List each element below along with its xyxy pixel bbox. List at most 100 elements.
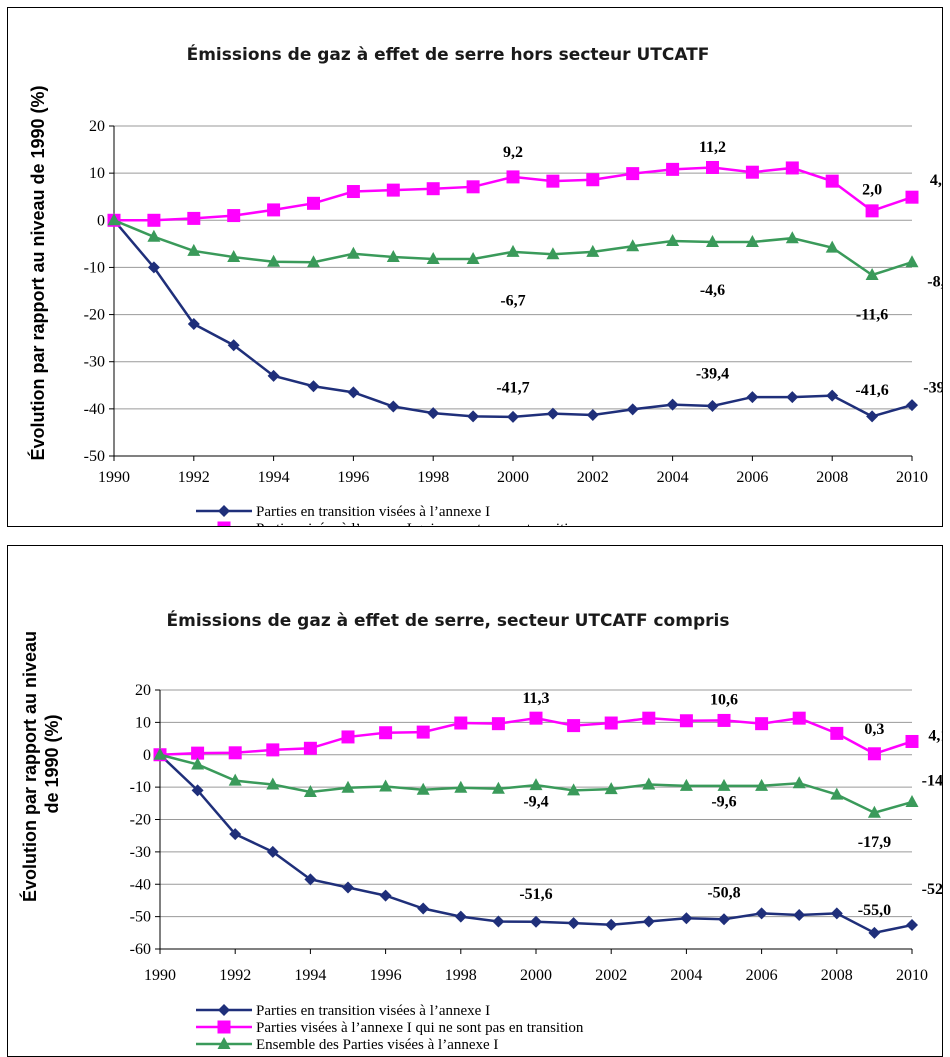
data-point (529, 711, 543, 725)
data-point (507, 410, 519, 423)
data-point (491, 717, 505, 731)
data-point (304, 873, 317, 886)
x-tick-label: 2000 (520, 967, 552, 984)
x-tick-label: 2004 (657, 469, 689, 486)
data-point (227, 339, 240, 352)
data-point (745, 165, 759, 179)
data-point (785, 231, 799, 244)
data-point (466, 180, 480, 194)
data-point (153, 747, 167, 760)
x-tick-label: 2004 (670, 967, 702, 984)
y-tick-label: -30 (84, 354, 105, 371)
data-point (506, 170, 520, 184)
data-point (755, 907, 768, 920)
y-tick-label: 20 (89, 118, 105, 135)
data-label: 9,2 (503, 144, 523, 161)
data-point (679, 714, 693, 728)
data-point (266, 845, 279, 858)
data-label: -41,7 (496, 380, 529, 397)
data-point (793, 909, 806, 922)
data-point (347, 386, 360, 399)
data-point (191, 757, 205, 770)
data-point (466, 251, 480, 264)
data-point (491, 781, 505, 794)
data-point (427, 407, 440, 420)
data-point (416, 782, 430, 795)
data-point (830, 907, 843, 920)
data-point (830, 726, 844, 740)
data-point (267, 254, 281, 267)
data-point (147, 213, 161, 227)
data-point (604, 716, 618, 730)
data-point (746, 391, 759, 404)
data-label: -55,0 (858, 902, 891, 919)
data-point (266, 743, 280, 757)
legend-entry: Parties visées à l’annexe I qui ne sont … (196, 1020, 584, 1036)
data-point (346, 246, 360, 259)
x-tick-label: 1998 (417, 469, 449, 486)
x-tick-label: 1990 (144, 967, 176, 984)
data-point (147, 261, 160, 274)
x-tick-label: 2000 (497, 469, 529, 486)
data-point (905, 734, 919, 748)
data-point (642, 777, 656, 790)
data-point (706, 160, 719, 174)
y-tick-label: -40 (130, 876, 151, 893)
data-point (825, 174, 839, 188)
data-point (586, 408, 599, 421)
data-label: -4,6 (700, 282, 725, 299)
data-point (586, 244, 600, 257)
data-point (706, 400, 719, 413)
y-tick-label: 10 (89, 165, 105, 182)
data-point (786, 391, 799, 404)
y-tick-label: -50 (84, 448, 105, 465)
x-tick-label: 1996 (337, 469, 369, 486)
data-point (379, 889, 392, 902)
legend-marker (217, 1020, 231, 1034)
data-label: -9,4 (523, 794, 548, 811)
data-point (604, 782, 618, 795)
legend-marker (218, 1004, 230, 1016)
y-tick-label: -20 (84, 307, 105, 324)
y-axis-label: Évolution par rapport au niveau de 1990 … (27, 85, 48, 460)
x-tick-label: 1992 (219, 967, 251, 984)
data-label: -51,6 (519, 886, 552, 903)
data-point (626, 239, 640, 252)
data-point (454, 716, 468, 730)
x-tick-label: 2010 (896, 967, 928, 984)
legend-label: Parties visées à l’annexe I qui ne sont … (256, 1020, 584, 1036)
data-point (666, 234, 680, 247)
data-point (417, 902, 430, 915)
data-point (717, 713, 731, 727)
data-label: -52,6 (922, 881, 942, 898)
data-point (267, 369, 280, 382)
y-tick-label: -30 (130, 844, 151, 861)
data-point (866, 410, 879, 423)
data-point (680, 912, 693, 925)
data-point (227, 250, 241, 263)
chart-panel-including-lulucf: Émissions de gaz à effet de serre, secte… (7, 545, 943, 1057)
data-point (755, 778, 769, 791)
legend-entry: Parties visées à l’annexe I qui ne sont … (217, 521, 584, 526)
data-point (386, 250, 400, 263)
data-point (567, 719, 581, 733)
x-tick-label: 2010 (896, 469, 928, 486)
y-tick-label: -60 (130, 941, 151, 958)
data-point (187, 243, 201, 256)
data-label: -50,8 (707, 884, 740, 901)
data-point (546, 174, 560, 188)
data-point (386, 183, 400, 197)
data-label: 4,9 (930, 172, 942, 189)
data-point (346, 185, 360, 199)
data-point (341, 730, 355, 744)
y-tick-label: 0 (97, 212, 105, 229)
x-tick-label: 1992 (178, 469, 210, 486)
x-tick-label: 1996 (370, 967, 402, 984)
data-label: 4,1 (928, 727, 942, 744)
data-point (546, 247, 560, 260)
y-axis-label: Évolution par rapport au niveau de 1990 … (19, 626, 62, 902)
data-label: -17,9 (858, 834, 891, 851)
data-point (303, 741, 317, 755)
data-point (307, 380, 320, 393)
